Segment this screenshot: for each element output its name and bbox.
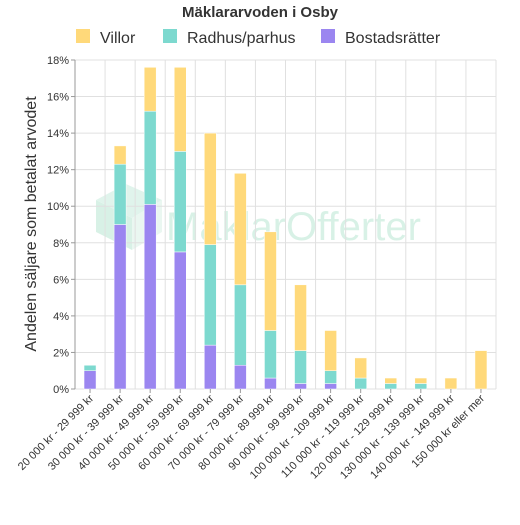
bar-segment[interactable] bbox=[294, 284, 307, 351]
y-tick-label: 18% bbox=[47, 55, 69, 67]
legend-label: Bostadsrätter bbox=[345, 30, 441, 47]
y-axis-label: Andelen säljare som betalat arvodet bbox=[23, 96, 40, 352]
bar-segment[interactable] bbox=[113, 224, 127, 390]
bar-segment[interactable] bbox=[234, 173, 247, 286]
bar-segment[interactable] bbox=[384, 383, 397, 390]
bar-segment[interactable] bbox=[294, 350, 307, 384]
y-tick-label: 6% bbox=[53, 274, 69, 286]
bar-segment[interactable] bbox=[414, 383, 428, 390]
legend-swatch bbox=[163, 29, 177, 43]
bar-segment[interactable] bbox=[294, 383, 307, 390]
bars bbox=[83, 67, 488, 390]
bar-segment[interactable] bbox=[113, 163, 127, 225]
bar-segment[interactable] bbox=[204, 244, 217, 346]
bar-segment[interactable] bbox=[143, 110, 157, 205]
bar-segment[interactable] bbox=[143, 204, 157, 390]
bar-segment[interactable] bbox=[113, 145, 127, 165]
bar-segment[interactable] bbox=[174, 151, 187, 253]
bar-segment[interactable] bbox=[384, 377, 397, 384]
legend-item[interactable]: Villor bbox=[76, 29, 136, 47]
bar-segment[interactable] bbox=[474, 350, 488, 390]
y-tick-label: 12% bbox=[47, 165, 69, 177]
y-tick-label: 2% bbox=[53, 347, 69, 359]
bar-segment[interactable] bbox=[234, 284, 247, 366]
bar-segment[interactable] bbox=[324, 330, 337, 371]
y-tick-label: 0% bbox=[53, 384, 69, 396]
bar-segment[interactable] bbox=[324, 370, 337, 384]
bar-segment[interactable] bbox=[414, 377, 428, 384]
bar-segment[interactable] bbox=[264, 330, 277, 379]
bar-segment[interactable] bbox=[143, 67, 157, 112]
bar-segment[interactable] bbox=[264, 231, 277, 331]
legend-item[interactable]: Radhus/parhus bbox=[163, 29, 296, 47]
legend-swatch bbox=[76, 29, 90, 43]
bar-segment[interactable] bbox=[204, 344, 217, 390]
bar-segment[interactable] bbox=[204, 132, 217, 245]
y-axis-ticks: 0% 2% 4% 6% 8% 10% 12% 14% 16% 18% bbox=[47, 55, 75, 396]
bar-segment[interactable] bbox=[83, 364, 97, 371]
bar-segment[interactable] bbox=[174, 67, 187, 152]
bar-segment[interactable] bbox=[174, 251, 187, 390]
legend-swatch bbox=[321, 29, 335, 43]
y-tick-label: 4% bbox=[53, 311, 69, 323]
y-tick-label: 8% bbox=[53, 238, 69, 250]
legend-item[interactable]: Bostadsrätter bbox=[321, 29, 441, 47]
bar-segment[interactable] bbox=[234, 364, 247, 390]
bar-segment[interactable] bbox=[324, 383, 337, 390]
legend: Villor Radhus/parhus Bostadsrätter bbox=[76, 29, 441, 47]
bar-segment[interactable] bbox=[354, 377, 367, 390]
y-tick-label: 16% bbox=[47, 92, 69, 104]
y-tick-label: 10% bbox=[47, 201, 69, 213]
chart-title: Mäklararvoden i Osby bbox=[182, 4, 339, 21]
bar-segment[interactable] bbox=[444, 377, 458, 390]
legend-label: Radhus/parhus bbox=[187, 30, 296, 47]
bar-segment[interactable] bbox=[264, 377, 277, 390]
bar-segment[interactable] bbox=[354, 357, 367, 379]
bar-segment[interactable] bbox=[83, 370, 97, 390]
legend-label: Villor bbox=[100, 30, 136, 47]
y-tick-label: 14% bbox=[47, 128, 69, 140]
